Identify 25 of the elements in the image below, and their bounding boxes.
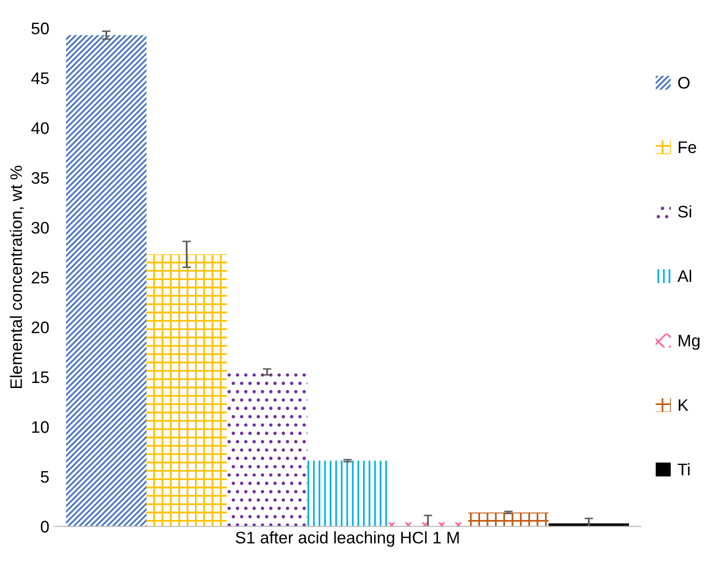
- legend-label: Al: [677, 270, 692, 282]
- legend-label: O: [678, 76, 690, 89]
- y-tick-label: 45: [31, 72, 49, 84]
- y-tick-label: 40: [31, 122, 49, 134]
- bar: [307, 460, 388, 526]
- legend-label: Fe: [678, 142, 696, 154]
- y-tick-label: 10: [32, 421, 49, 433]
- x-tick-label: S1 after acid leaching HCl 1 M: [236, 531, 459, 547]
- y-tick-label: 0: [40, 520, 49, 533]
- y-tick-label: 30: [32, 222, 49, 234]
- y-tick-label: 20: [32, 322, 49, 334]
- y-tick-label: 50: [32, 22, 49, 34]
- legend-label: Ti: [678, 463, 690, 476]
- y-tick-label: 25: [32, 272, 49, 284]
- y-tick-label: 5: [40, 471, 49, 483]
- legend-label: Mg: [678, 334, 700, 350]
- bar: [146, 254, 227, 526]
- bar: [468, 512, 549, 526]
- legend-label: Si: [678, 205, 692, 218]
- y-tick-label: 15: [32, 372, 49, 384]
- y-axis-title: Elemental concentration, wt %: [10, 166, 24, 388]
- y-tick-label: 35: [32, 172, 49, 184]
- bar: [226, 372, 308, 526]
- legend-label: K: [678, 399, 688, 411]
- bar: [66, 35, 146, 526]
